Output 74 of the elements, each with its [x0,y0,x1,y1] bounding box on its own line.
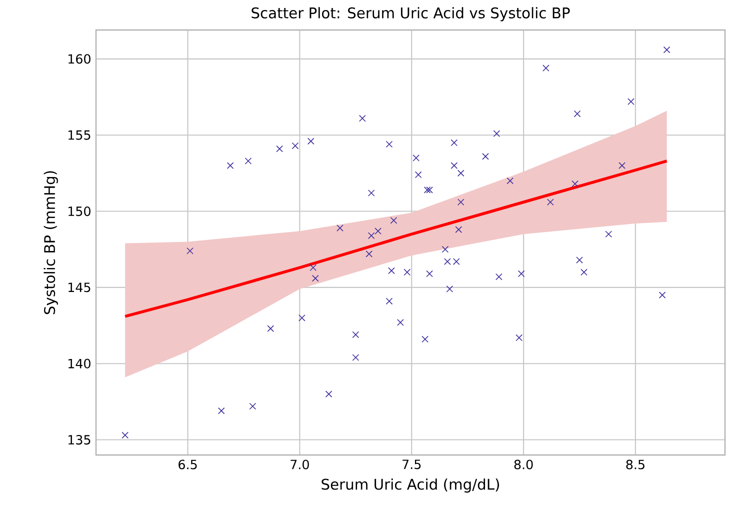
point [426,186,433,194]
x-tick-label: 8.0 [514,460,533,470]
point [546,198,554,206]
point [226,162,234,169]
point [397,319,404,326]
y-tick-label: 160 [68,54,90,64]
y-tick-label: 145 [68,282,90,292]
point [576,256,583,264]
point [386,298,393,305]
point [572,180,578,188]
point [267,325,274,332]
point [310,264,317,272]
x-tick-label: 7.5 [402,460,421,470]
point [292,142,299,150]
y-tick-label: 150 [68,206,90,216]
x-tick-label: 7.0 [290,460,309,470]
point [452,258,460,265]
x-tick-label: 8.5 [626,460,644,470]
point [628,98,634,106]
point [388,267,395,274]
point [276,145,283,152]
point [457,170,464,177]
point [386,140,393,148]
point [618,162,626,169]
point [352,331,360,338]
point [446,286,454,292]
point [414,171,422,178]
y-tick-label: 140 [68,358,90,368]
point [426,270,433,278]
point [390,217,398,224]
point [368,232,375,240]
point [422,336,428,343]
point [574,110,581,118]
point [352,354,360,361]
chart-title: Scatter Plot: Serum Uric Acid vs Systolic BP [252,7,570,22]
x-tick-label: 6.5 [178,460,197,470]
point [455,226,462,233]
point [663,46,670,54]
point [516,334,522,342]
point [325,390,332,398]
point [404,268,411,276]
point [457,198,464,206]
point [186,247,194,254]
point [298,314,306,322]
point [482,153,489,160]
point [218,407,225,414]
point [580,268,588,276]
y-axis-title: Systolic BP (mmHg) [44,171,58,314]
point [658,292,666,298]
point [450,139,458,146]
point [493,130,500,137]
y-tick-label: 135 [68,434,90,445]
point [249,402,256,410]
point [496,273,502,280]
point [506,177,514,184]
point [358,114,366,122]
point [307,138,314,145]
point [122,432,129,439]
point [424,186,431,194]
point [542,64,550,72]
x-axis-title: Serum Uric Acid (mg/dL) [322,478,500,493]
point [366,250,373,258]
point [518,270,525,278]
point [368,190,375,196]
point [244,158,252,164]
point [444,258,451,265]
point [412,154,420,162]
point [605,230,612,238]
point [450,162,458,169]
point [442,246,449,253]
point [374,228,382,234]
point [336,224,344,232]
point [312,274,319,282]
y-tick-label: 155 [68,130,90,140]
